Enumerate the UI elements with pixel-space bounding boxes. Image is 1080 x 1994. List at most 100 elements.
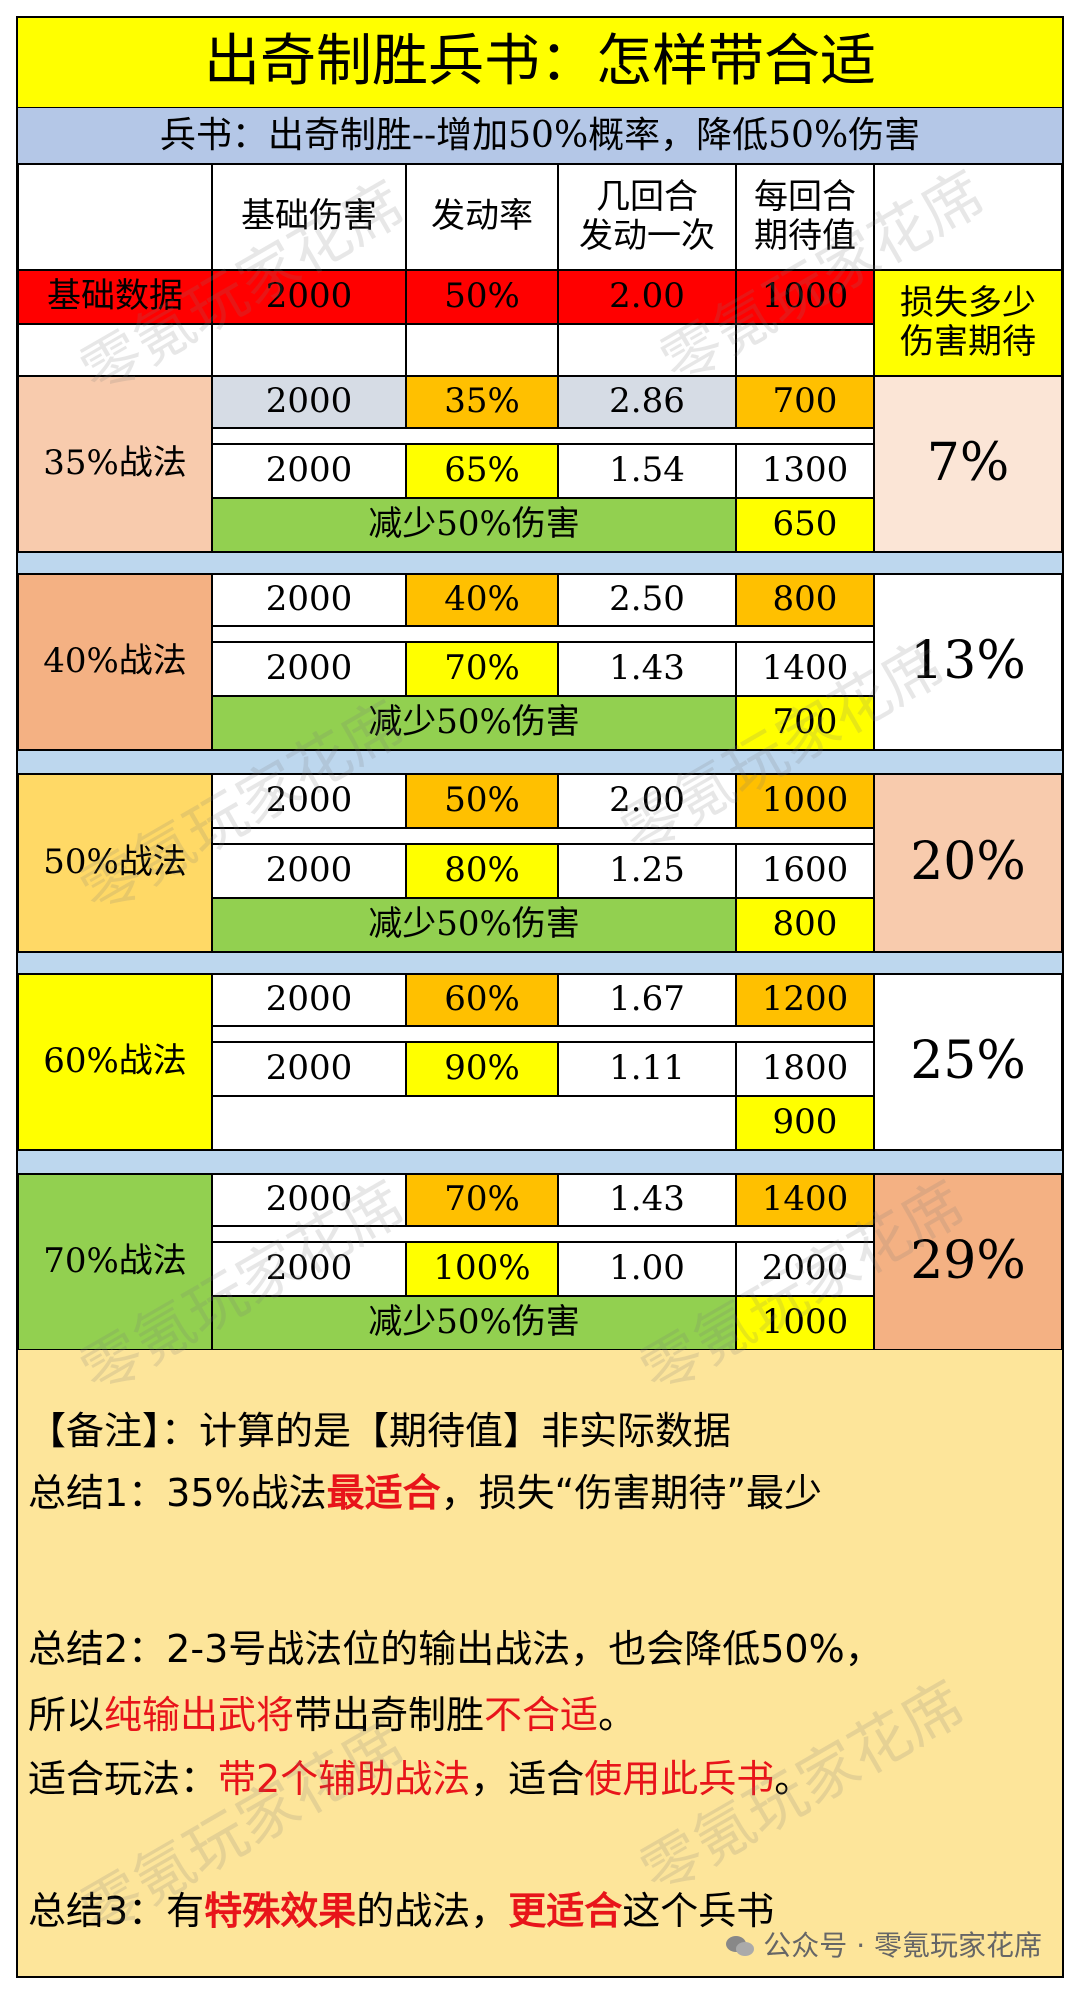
note-summary-2: 总结2：2-3号战法位的输出战法，也会降低50%， <box>28 1627 883 1671</box>
g3-reduced-value: 800 <box>736 898 874 952</box>
group-label-70: 70%战法 <box>18 1174 212 1350</box>
note-text: 这个兵书 <box>622 1889 775 1933</box>
base-row-damage: 2000 <box>212 270 406 324</box>
g1-spacer <box>212 428 874 444</box>
g4-loss-value: 25% <box>874 974 1062 1150</box>
g3-r2-expect: 1600 <box>736 844 874 898</box>
g3-r1-expect: 1000 <box>736 774 874 828</box>
g3-r2-damage: 2000 <box>212 844 406 898</box>
group-label-35: 35%战法 <box>18 376 212 552</box>
g1-loss-value: 7% <box>874 376 1062 552</box>
note-text: ，适合 <box>470 1757 585 1801</box>
brand-credit: 公众号 · 零氪玩家花席 <box>725 1924 1042 1964</box>
g3-r1-damage: 2000 <box>212 774 406 828</box>
g4-r2-rounds: 1.11 <box>558 1042 736 1096</box>
wechat-icon <box>725 1932 755 1956</box>
header-empty <box>18 164 212 270</box>
g3-r2-rate: 80% <box>406 844 558 898</box>
header-base-damage: 基础伤害 <box>212 164 406 270</box>
note-text: 带出奇制胜 <box>294 1693 485 1737</box>
note-suitable-play: 适合玩法：带2个辅助战法，适合使用此兵书。 <box>28 1748 812 1803</box>
g2-loss-value: 13% <box>874 574 1062 750</box>
g1-r1-rounds: 2.86 <box>558 376 736 428</box>
note-text: 总结1：35%战法 <box>28 1471 327 1515</box>
g2-reduced-value: 700 <box>736 696 874 750</box>
blank-cell <box>736 324 874 376</box>
g2-r1-damage: 2000 <box>212 574 406 626</box>
g1-r2-expect: 1300 <box>736 444 874 498</box>
g4-r1-damage: 2000 <box>212 974 406 1026</box>
header-rounds: 几回合 发动一次 <box>558 164 736 270</box>
g2-r1-rounds: 2.50 <box>558 574 736 626</box>
group-label-50: 50%战法 <box>18 774 212 952</box>
g5-r2-damage: 2000 <box>212 1242 406 1296</box>
blank-cell <box>558 324 736 376</box>
group-separator <box>18 552 1062 574</box>
g3-reduce-label: 减少50%伤害 <box>212 898 736 952</box>
group-label-40: 40%战法 <box>18 574 212 750</box>
g5-loss-value: 29% <box>874 1174 1062 1350</box>
note-text: ，损失“伤害期待”最少 <box>440 1471 823 1515</box>
note-highlight: 最适合 <box>326 1471 441 1515</box>
g2-r2-rounds: 1.43 <box>558 642 736 696</box>
g5-r2-rate: 100% <box>406 1242 558 1296</box>
note-highlight: 特殊效果 <box>204 1889 357 1933</box>
note-summary-1: 总结1：35%战法最适合，损失“伤害期待”最少 <box>28 1462 822 1517</box>
g2-reduce-label: 减少50%伤害 <box>212 696 736 750</box>
note-text: 所以 <box>28 1693 105 1737</box>
g5-reduce-label: 减少50%伤害 <box>212 1296 736 1350</box>
group-separator <box>18 1150 1062 1174</box>
g1-r2-rounds: 1.54 <box>558 444 736 498</box>
note-highlight: 使用此兵书 <box>584 1757 775 1801</box>
g2-spacer <box>212 626 874 642</box>
g5-reduced-value: 1000 <box>736 1296 874 1350</box>
page-title: 出奇制胜兵书：怎样带合适 <box>18 18 1062 108</box>
g3-r1-rate: 50% <box>406 774 558 828</box>
g3-loss-value: 20% <box>874 774 1062 952</box>
note-summary-2b: 所以纯输出武将带出奇制胜不合适。 <box>28 1684 636 1739</box>
g5-r1-rounds: 1.43 <box>558 1174 736 1226</box>
g3-r1-rounds: 2.00 <box>558 774 736 828</box>
blank-cell <box>212 324 406 376</box>
g1-reduced-value: 650 <box>736 498 874 552</box>
g2-r2-expect: 1400 <box>736 642 874 696</box>
g3-spacer <box>212 828 874 844</box>
header-loss-line1: 损失多少 <box>900 282 1036 323</box>
base-row-expect: 1000 <box>736 270 874 324</box>
g5-r1-rate: 70% <box>406 1174 558 1226</box>
g1-r2-damage: 2000 <box>212 444 406 498</box>
header-expect: 每回合 期待值 <box>736 164 874 270</box>
infographic-table: 出奇制胜兵书：怎样带合适 兵书：出奇制胜--增加50%概率，降低50%伤害 基础… <box>16 16 1064 1978</box>
blank-cell <box>18 324 212 376</box>
g2-r2-damage: 2000 <box>212 642 406 696</box>
note-text: 的战法， <box>356 1889 509 1933</box>
note-summary-3: 总结3：有特殊效果的战法，更适合这个兵书 <box>28 1880 774 1935</box>
g4-r2-damage: 2000 <box>212 1042 406 1096</box>
g5-spacer <box>212 1226 874 1242</box>
group-label-60: 60%战法 <box>18 974 212 1150</box>
g4-r1-expect: 1200 <box>736 974 874 1026</box>
g1-r1-expect: 700 <box>736 376 874 428</box>
g4-r2-expect: 1800 <box>736 1042 874 1096</box>
header-loss: 损失多少 伤害期待 <box>874 270 1062 376</box>
note-text: 。 <box>774 1757 813 1801</box>
note-text: 。 <box>598 1693 637 1737</box>
header-expect-line2: 期待值 <box>754 216 856 256</box>
g4-spacer <box>212 1026 874 1042</box>
notes-panel: 【备注】：计算的是【期待值】非实际数据 总结1：35%战法最适合，损失“伤害期待… <box>18 1350 1062 1976</box>
group-separator <box>18 750 1062 774</box>
g2-r1-rate: 40% <box>406 574 558 626</box>
base-row-label: 基础数据 <box>18 270 212 324</box>
g5-r1-damage: 2000 <box>212 1174 406 1226</box>
note-text: 总结3：有 <box>28 1889 205 1933</box>
header-expect-line1: 每回合 <box>754 176 856 217</box>
note-highlight: 纯输出武将 <box>104 1693 295 1737</box>
blank-cell <box>406 324 558 376</box>
g1-r1-rate: 35% <box>406 376 558 428</box>
subtitle: 兵书：出奇制胜--增加50%概率，降低50%伤害 <box>18 108 1062 164</box>
g1-reduce-label: 减少50%伤害 <box>212 498 736 552</box>
g5-r2-rounds: 1.00 <box>558 1242 736 1296</box>
note-highlight: 不合适 <box>484 1693 599 1737</box>
header-rounds-line1: 几回合 <box>596 176 698 217</box>
base-row-rounds: 2.00 <box>558 270 736 324</box>
